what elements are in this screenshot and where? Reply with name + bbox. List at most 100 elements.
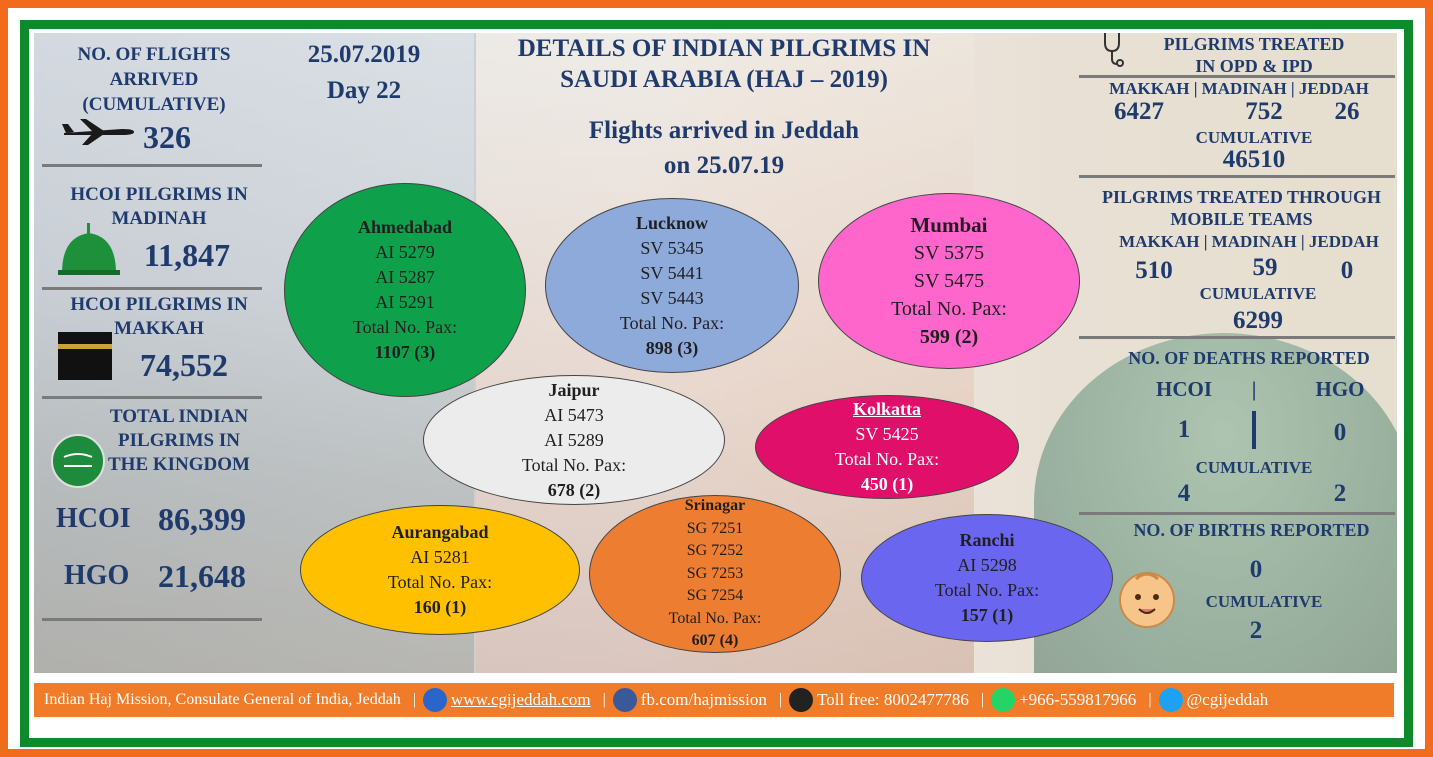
deaths-hcoi-label: HCOI bbox=[1155, 377, 1212, 401]
deaths-vertical-bar bbox=[1252, 411, 1256, 449]
flight-code: SV 5441 bbox=[640, 262, 704, 283]
city-name: Aurangabad bbox=[391, 522, 489, 542]
flights-label-line3: (CUMULATIVE) bbox=[82, 94, 226, 115]
footer-separator: | bbox=[602, 691, 606, 708]
mobile-cities: MAKKAH | MADINAH | JEDDAH bbox=[1119, 232, 1379, 251]
flights-label-line2: ARRIVED bbox=[109, 69, 199, 90]
flight-code: SG 7253 bbox=[686, 564, 744, 582]
makkah-label: HCOI PILGRIMS IN MAKKAH bbox=[54, 293, 264, 341]
flights-arrived-label: NO. OF FLIGHTS ARRIVED (CUMULATIVE) bbox=[54, 42, 254, 117]
pax-value: 607 (4) bbox=[691, 632, 739, 650]
pax-value: 678 (2) bbox=[547, 479, 601, 500]
website-link[interactable]: www.cgijeddah.com bbox=[451, 690, 591, 709]
city-name: Ranchi bbox=[959, 530, 1015, 550]
flight-ellipse-ranchi: Ranchi AI 5298 Total No. Pax: 157 (1) bbox=[861, 514, 1113, 642]
makkah-label-line2: MAKKAH bbox=[114, 318, 204, 339]
makkah-value: 74,552 bbox=[140, 347, 228, 383]
footer-separator: | bbox=[1148, 691, 1152, 708]
flight-code: SV 5443 bbox=[640, 287, 704, 308]
pax-label: Total No. Pax: bbox=[668, 609, 762, 627]
deaths-cumulative-hcoi: 4 bbox=[1177, 480, 1191, 507]
pax-value: 157 (1) bbox=[960, 605, 1014, 625]
madinah-label: HCOI PILGRIMS IN MADINAH bbox=[54, 183, 264, 231]
pax-value: 450 (1) bbox=[860, 474, 914, 494]
facebook-link[interactable]: fb.com/hajmission bbox=[640, 690, 767, 709]
mobile-jeddah-value: 0 bbox=[1340, 257, 1354, 284]
flight-code: AI 5289 bbox=[544, 429, 604, 450]
pax-label: Total No. Pax: bbox=[891, 298, 1007, 320]
baby-icon bbox=[1116, 567, 1178, 629]
flight-code: SG 7252 bbox=[686, 542, 744, 560]
total-label-line3: THE KINGDOM bbox=[108, 454, 250, 475]
flights-label-line1: NO. OF FLIGHTS bbox=[77, 44, 231, 65]
mobile-title-line1: PILGRIMS TREATED THROUGH bbox=[1101, 187, 1382, 207]
deaths-hcoi-value: 1 bbox=[1177, 416, 1191, 443]
opd-title-line1: PILGRIMS TREATED bbox=[1163, 34, 1345, 54]
right-divider bbox=[1079, 512, 1395, 515]
flights-heading: Flights arrived in Jeddah on 25.07.19 bbox=[504, 113, 944, 183]
madinah-label-line2: MADINAH bbox=[111, 208, 207, 229]
pax-label: Total No. Pax: bbox=[352, 317, 458, 337]
flight-ellipse-srinagar: Srinagar SG 7251 SG 7252 SG 7253 SG 7254… bbox=[589, 495, 841, 653]
kaaba-icon bbox=[56, 330, 114, 382]
phone-icon bbox=[789, 688, 814, 712]
flight-code: AI 5291 bbox=[375, 292, 435, 312]
report-day: Day 22 bbox=[326, 77, 402, 104]
mobile-teams-title: PILGRIMS TREATED THROUGH MOBILE TEAMS bbox=[1084, 186, 1397, 230]
opd-cumulative-value: 46510 bbox=[1222, 146, 1286, 173]
opd-makkah-value: 6427 bbox=[1114, 98, 1164, 125]
city-name: Srinagar bbox=[684, 497, 746, 515]
pax-label: Total No. Pax: bbox=[521, 454, 627, 475]
births-value: 0 bbox=[1249, 556, 1263, 583]
flight-ellipse-jaipur: Jaipur AI 5473 AI 5289 Total No. Pax: 67… bbox=[423, 375, 725, 505]
footer-bar: Indian Haj Mission, Consulate General of… bbox=[34, 683, 1394, 717]
title-line1: DETAILS OF INDIAN PILGRIMS IN bbox=[517, 35, 931, 62]
flight-code: SV 5345 bbox=[640, 237, 704, 258]
flight-ellipse-lucknow: Lucknow SV 5345 SV 5441 SV 5443 Total No… bbox=[545, 198, 799, 373]
flight-code: SV 5425 bbox=[855, 424, 919, 444]
pax-value: 1107 (3) bbox=[374, 342, 436, 362]
infographic-canvas: NO. OF FLIGHTS ARRIVED (CUMULATIVE) 326 … bbox=[34, 33, 1397, 673]
footer-separator: | bbox=[778, 691, 783, 708]
flight-ellipse-ahmedabad: Ahmedabad AI 5279 AI 5287 AI 5291 Total … bbox=[284, 183, 526, 397]
mobile-title-line2: MOBILE TEAMS bbox=[1170, 209, 1313, 229]
hgo-total-value: 21,648 bbox=[158, 558, 246, 594]
pax-label: Total No. Pax: bbox=[619, 312, 725, 333]
footer-org: Indian Haj Mission, Consulate General of… bbox=[44, 691, 401, 708]
makkah-label-line1: HCOI PILGRIMS IN bbox=[70, 294, 248, 315]
deaths-title: NO. OF DEATHS REPORTED bbox=[1128, 348, 1370, 368]
flight-code: AI 5279 bbox=[375, 242, 435, 262]
opd-madinah-value: 752 bbox=[1245, 98, 1283, 125]
opd-cumulative-label: CUMULATIVE bbox=[1195, 128, 1313, 147]
opd-cities: MAKKAH | MADINAH | JEDDAH bbox=[1109, 79, 1369, 98]
madinah-value: 11,847 bbox=[143, 237, 231, 273]
tollfree-number: Toll free: 8002477786 bbox=[817, 690, 969, 709]
saudi-flag-icon bbox=[50, 433, 106, 489]
births-cumulative-value: 2 bbox=[1249, 617, 1263, 644]
city-name: Mumbai bbox=[910, 213, 988, 237]
footer-separator: | bbox=[980, 691, 985, 708]
flight-code: AI 5281 bbox=[410, 547, 470, 567]
flight-code: SG 7254 bbox=[686, 587, 744, 605]
total-label-line2: PILGRIMS IN bbox=[118, 430, 240, 451]
right-divider bbox=[1079, 175, 1395, 178]
flights-heading-line1: Flights arrived in Jeddah bbox=[588, 117, 860, 144]
births-cumulative-label: CUMULATIVE bbox=[1205, 592, 1323, 611]
deaths-hgo-value: 0 bbox=[1333, 419, 1347, 446]
stethoscope-icon bbox=[1100, 33, 1126, 67]
flight-code: AI 5287 bbox=[375, 267, 435, 287]
date-block: 25.07.2019 Day 22 bbox=[274, 37, 454, 109]
city-name: Jaipur bbox=[548, 379, 600, 400]
twitter-icon bbox=[1158, 688, 1183, 712]
flight-code: SV 5475 bbox=[913, 270, 985, 292]
mobile-makkah-value: 510 bbox=[1135, 257, 1173, 284]
left-divider bbox=[42, 618, 262, 621]
twitter-handle[interactable]: @cgijeddah bbox=[1186, 690, 1269, 709]
total-pilgrims-label: TOTAL INDIAN PILGRIMS IN THE KINGDOM bbox=[94, 405, 264, 477]
pax-value: 599 (2) bbox=[919, 326, 979, 348]
flights-arrived-value: 326 bbox=[143, 119, 191, 155]
background-green-dome bbox=[1034, 333, 1397, 673]
footer-separator: | bbox=[412, 691, 417, 708]
madinah-label-line1: HCOI PILGRIMS IN bbox=[70, 184, 248, 205]
page-title: DETAILS OF INDIAN PILGRIMS IN SAUDI ARAB… bbox=[474, 33, 974, 95]
